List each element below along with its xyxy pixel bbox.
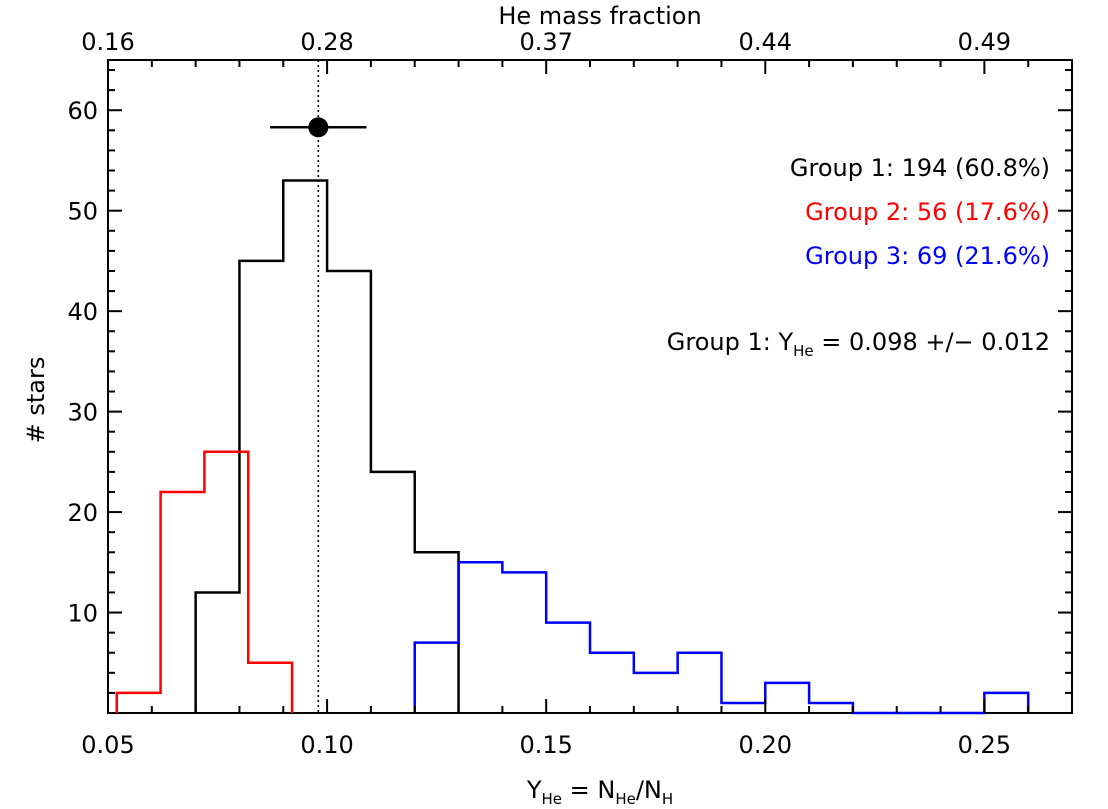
top-tick-label: 0.28 xyxy=(300,28,353,56)
top-axis-title: He mass fraction xyxy=(498,2,701,30)
x-tick-label: 0.15 xyxy=(519,731,572,759)
hist-series-group-2 xyxy=(115,450,294,713)
ticks-layer: 0.05 0.10 0.15 0.20 0.25 0.16 0.28 0.37 0.44 0.49… xyxy=(67,28,1072,759)
top-tick-label: 0.44 xyxy=(739,28,792,56)
x-tick-label: 0.25 xyxy=(958,731,1011,759)
y-axis-title: # stars xyxy=(22,357,50,444)
x-axis-title: YHe = NHe/NH xyxy=(526,776,673,808)
y-tick-label: 40 xyxy=(67,298,98,326)
x-tick-label: 0.05 xyxy=(81,731,134,759)
top-tick-label: 0.49 xyxy=(958,28,1011,56)
x-tick-label: 0.10 xyxy=(300,731,353,759)
legend: Group 1: 194 (60.8%) Group 2: 56 (17.6%)… xyxy=(790,154,1050,270)
top-tick-label: 0.16 xyxy=(81,28,134,56)
y-tick-label: 50 xyxy=(67,198,98,226)
legend-group-2: Group 2: 56 (17.6%) xyxy=(805,198,1050,226)
x-tick-label: 0.20 xyxy=(739,731,792,759)
group1-yhe-annotation: Group 1: YHe = 0.098 +/− 0.012 xyxy=(667,328,1050,360)
series-layer xyxy=(115,60,1030,715)
legend-group-1: Group 1: 194 (60.8%) xyxy=(790,154,1050,182)
legend-group-3: Group 3: 69 (21.6%) xyxy=(805,242,1050,270)
mean-point xyxy=(308,117,329,138)
y-tick-label: 10 xyxy=(67,600,98,628)
top-tick-label: 0.37 xyxy=(519,28,572,56)
y-tick-label: 60 xyxy=(67,97,98,125)
hist-series-group-1 xyxy=(194,179,460,713)
y-tick-label: 20 xyxy=(67,499,98,527)
y-tick-label: 30 xyxy=(67,399,98,427)
hist-series-group-3 xyxy=(413,561,1030,715)
